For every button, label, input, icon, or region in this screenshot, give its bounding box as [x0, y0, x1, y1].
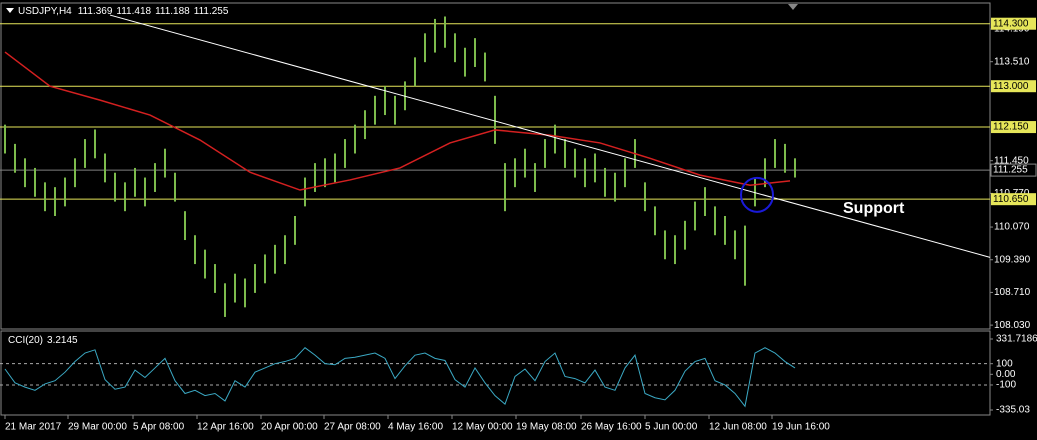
- x-tick-label: 12 Apr 16:00: [197, 422, 254, 433]
- level-label-box: [991, 121, 1036, 134]
- x-tick-label: 26 May 16:00: [581, 422, 642, 433]
- x-tick-label: 21 Mar 2017: [5, 422, 62, 433]
- level-label: 113.000: [993, 81, 1029, 92]
- shift-marker: [788, 4, 798, 10]
- y-tick-label: 108.710: [994, 287, 1031, 298]
- menu-arrow: [6, 8, 14, 13]
- x-tick-label: 12 May 00:00: [452, 422, 513, 433]
- support-annotation: Support: [843, 200, 905, 217]
- cci-panel-frame: [0, 330, 991, 416]
- cci-line: [4, 347, 796, 408]
- symbol: USDJPY,H4: [18, 6, 72, 17]
- cci-y-tick-label: -335.03: [996, 405, 1030, 416]
- current-price-box: [990, 163, 1037, 177]
- x-tick-label: 5 Jun 00:00: [645, 422, 698, 433]
- cci-y-tick-label: 100: [996, 358, 1013, 369]
- x-tick-label: 4 May 16:00: [388, 422, 443, 433]
- x-tick-label: 27 Apr 08:00: [324, 422, 381, 433]
- level-label-box: [991, 80, 1036, 93]
- x-tick-label: 5 Apr 08:00: [133, 422, 185, 433]
- x-tick-label: 12 Jun 08:00: [709, 422, 767, 433]
- cci-y-tick-label: 331.7186: [996, 334, 1037, 345]
- cci-y-tick-label: -100: [996, 380, 1016, 391]
- moving-average: [4, 51, 791, 191]
- y-tick-label: 108.030: [994, 320, 1031, 331]
- x-tick-label: 20 Apr 00:00: [261, 422, 318, 433]
- quote-open: 111.369: [78, 6, 113, 17]
- quote-high: 111.418: [116, 6, 151, 17]
- x-tick-label: 29 Mar 00:00: [68, 422, 127, 433]
- level-label-box: [991, 193, 1036, 206]
- main-panel-frame: [0, 2, 991, 330]
- cci-label: CCI(20): [8, 335, 43, 346]
- x-tick-label: 19 May 08:00: [516, 422, 577, 433]
- y-tick-label: 110.070: [994, 222, 1030, 233]
- trendline: [109, 14, 991, 258]
- quote-close: 111.255: [194, 6, 229, 17]
- x-tick-label: 19 Jun 16:00: [772, 422, 830, 433]
- cci-header: CCI(20) 3.2145: [8, 335, 78, 346]
- level-label: 114.300: [993, 18, 1029, 29]
- quote-low: 111.188: [155, 6, 190, 17]
- y-tick-label: 109.390: [994, 254, 1031, 265]
- y-tick-label: 113.510: [994, 56, 1030, 67]
- highlight-circle: [740, 176, 774, 213]
- level-label: 110.650: [993, 194, 1029, 205]
- current-price-label: 111.255: [993, 165, 1028, 176]
- level-label-box: [991, 17, 1036, 30]
- y-tick-label: 111.450: [994, 155, 1029, 166]
- chart-header: USDJPY,H4 111.369 111.418 111.188 111.255: [18, 6, 229, 17]
- cci-value: 3.2145: [47, 335, 78, 346]
- cci-y-tick-label: 0.00: [996, 369, 1016, 380]
- level-label: 112.150: [993, 122, 1029, 133]
